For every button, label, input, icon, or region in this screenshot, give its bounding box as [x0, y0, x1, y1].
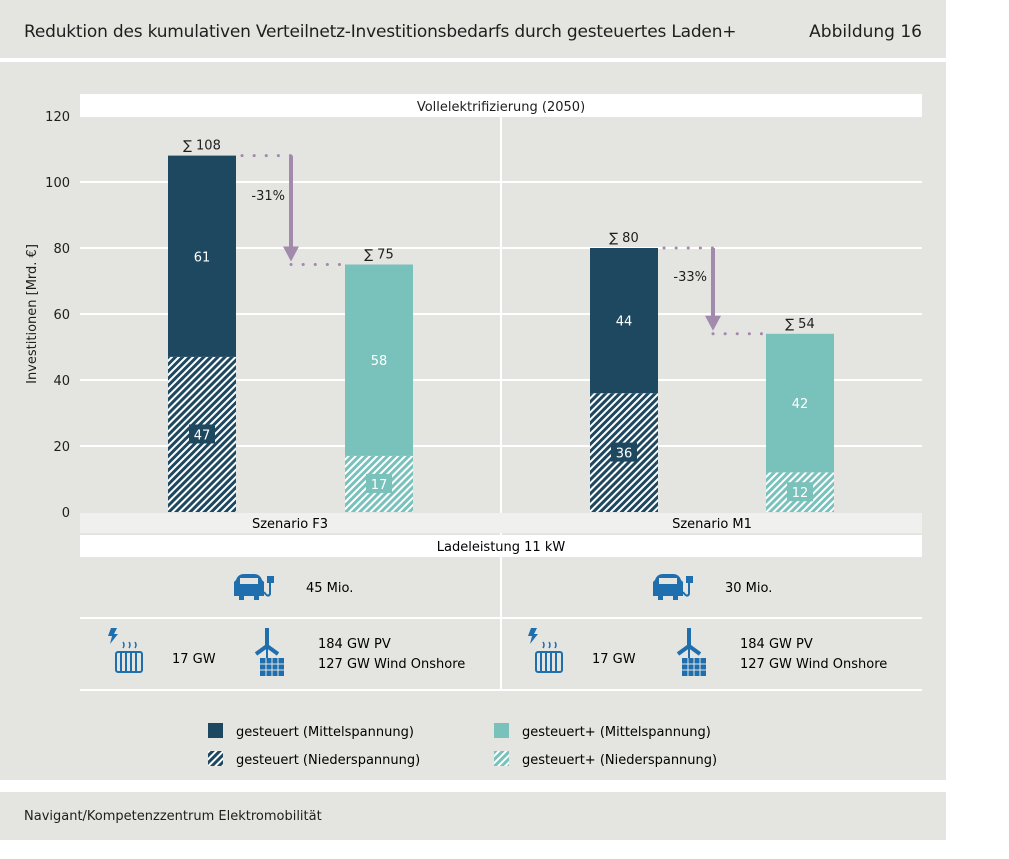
chart-svg: Vollelektrifizierung (2050) 0 20 40 60 80 100… — [25, 94, 922, 768]
data-label-mittelspannung: 61 — [194, 250, 211, 265]
legend-swatch-dark-hatched — [208, 751, 223, 766]
y-tick-label: 100 — [45, 176, 70, 191]
heat-pump-icon — [528, 628, 563, 673]
bars: 61 47 ∑ 108 58 17 ∑ 75 -31% 44 36 ∑ 80 42 12 ∑ 54 -33… — [168, 139, 834, 512]
scenario-band — [80, 513, 922, 533]
heat-pump-capacity-m1: 17 GW — [592, 652, 636, 667]
reduction-label: -31% — [251, 189, 285, 204]
y-tick-label: 40 — [53, 374, 70, 389]
wind-solar-icon — [676, 628, 706, 676]
charging-power-label: Ladeleistung 11 kW — [437, 540, 566, 555]
bar-segment-mittelspannung — [590, 248, 658, 394]
y-tick-label: 80 — [53, 242, 70, 257]
data-label-box — [787, 482, 813, 502]
y-axis-label: Investitionen [Mrd. €] — [25, 244, 40, 384]
bar-segment-mittelspannung — [168, 155, 236, 357]
chart-title-band — [80, 94, 922, 116]
total-label: ∑ 75 — [364, 248, 393, 263]
y-tick-label: 120 — [45, 110, 70, 125]
reduction-arrow-head — [283, 246, 299, 262]
ev-count-m1: 30 Mio. — [725, 581, 772, 596]
ev-icon — [653, 574, 693, 600]
legend: gesteuert (Mittelspannung) gesteuert+ (M… — [208, 723, 717, 768]
y-axis-ticks: 0 20 40 60 80 100 120 — [45, 110, 70, 521]
data-label-niederspannung: 47 — [194, 428, 211, 443]
data-label-mittelspannung: 42 — [792, 397, 809, 412]
data-label-niederspannung: 36 — [616, 447, 633, 462]
heat-pump-icon — [108, 628, 143, 673]
wind-capacity-f3: 127 GW Wind Onshore — [318, 657, 465, 672]
total-label: ∑ 80 — [609, 231, 638, 246]
legend-swatch-dark-solid — [208, 723, 223, 738]
figure-title: Reduktion des kumulativen Verteilnetz-In… — [24, 22, 737, 42]
legend-swatch-teal-solid — [494, 723, 509, 738]
heat-pump-capacity-f3: 17 GW — [172, 652, 216, 667]
data-label-niederspannung: 12 — [792, 486, 809, 501]
data-label-mittelspannung: 58 — [371, 354, 388, 369]
bar-segment-mittelspannung — [345, 264, 413, 456]
legend-label: gesteuert (Niederspannung) — [236, 753, 420, 768]
data-label-mittelspannung: 44 — [616, 315, 633, 330]
legend-label: gesteuert+ (Mittelspannung) — [522, 725, 711, 740]
scenario-label-m1: Szenario M1 — [672, 517, 752, 532]
scenario-label-f3: Szenario F3 — [252, 517, 328, 532]
figure-header: Reduktion des kumulativen Verteilnetz-In… — [0, 0, 946, 58]
y-tick-label: 0 — [62, 506, 70, 521]
reduction-label: -33% — [673, 270, 707, 285]
bar-segment-mittelspannung — [766, 333, 834, 473]
pv-capacity-f3: 184 GW PV — [318, 637, 391, 652]
data-label-box — [189, 424, 215, 444]
y-tick-label: 20 — [53, 440, 70, 455]
legend-swatch-teal-hatched — [494, 751, 509, 766]
source-note: Navigant/Kompetenzzentrum Elektromobilit… — [24, 809, 322, 824]
charging-band — [80, 535, 922, 557]
data-label-box — [611, 442, 637, 462]
chart-panel: Vollelektrifizierung (2050) 0 20 40 60 80 100… — [0, 62, 946, 780]
figure-number: Abbildung 16 — [809, 22, 922, 42]
wind-capacity-m1: 127 GW Wind Onshore — [740, 657, 887, 672]
pv-capacity-m1: 184 GW PV — [740, 637, 813, 652]
reduction-arrow-head — [705, 315, 721, 331]
y-tick-label: 60 — [53, 308, 70, 323]
ev-icon — [234, 574, 274, 600]
legend-label: gesteuert+ (Niederspannung) — [522, 753, 717, 768]
data-label-niederspannung: 17 — [371, 478, 388, 493]
figure-footer: Navigant/Kompetenzzentrum Elektromobilit… — [0, 792, 946, 840]
legend-label: gesteuert (Mittelspannung) — [236, 725, 414, 740]
total-label: ∑ 54 — [785, 317, 814, 332]
chart-title: Vollelektrifizierung (2050) — [417, 100, 585, 115]
wind-solar-icon — [254, 628, 284, 676]
total-label: ∑ 108 — [183, 139, 221, 154]
data-label-box — [366, 473, 392, 493]
ev-count-f3: 45 Mio. — [306, 581, 353, 596]
